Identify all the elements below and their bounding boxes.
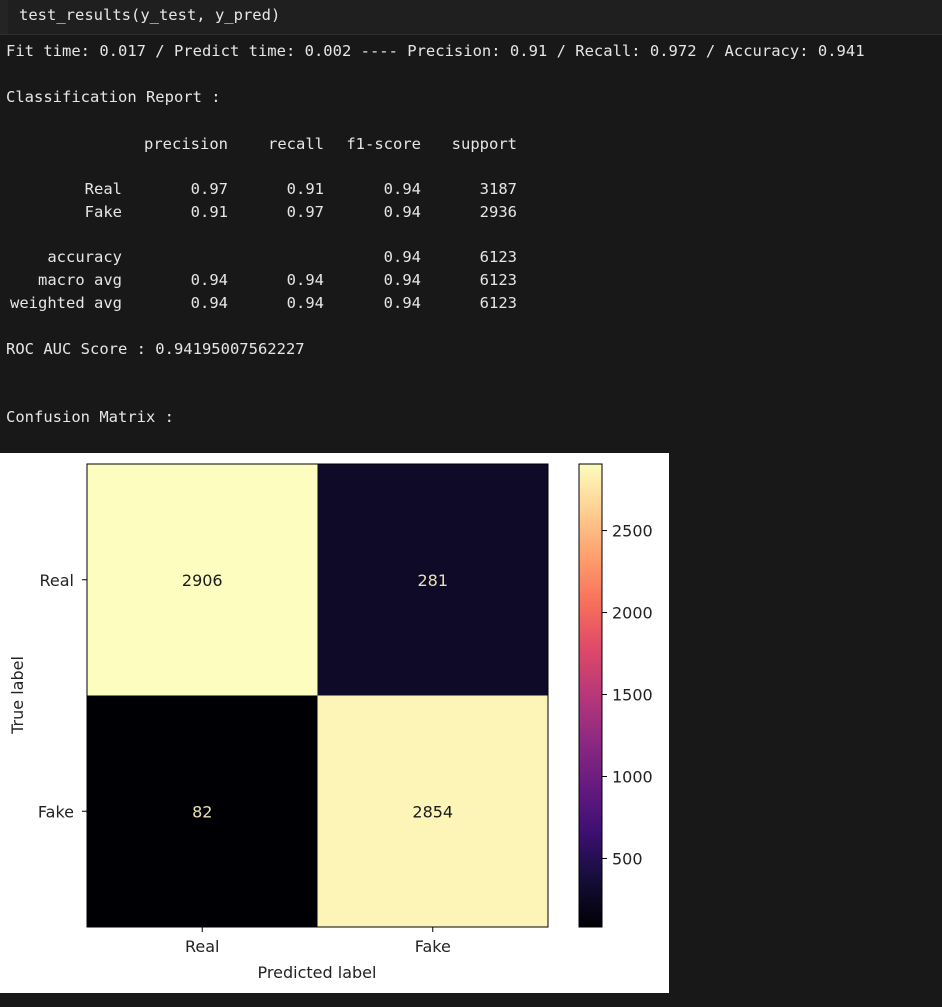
report-cell: 0.94 [286,270,324,289]
confusion-matrix-figure: 2906 281 82 2854 Real Fake Real Fake 500 1000 15… [0,453,669,993]
matrix-cell [317,695,548,927]
report-cell: 0.94 [286,293,324,312]
report-row-label: weighted avg [10,293,122,312]
report-header: recall [268,134,324,153]
x-axis-label: Predicted label [258,963,377,982]
colorbar-tick-label: 1000 [612,767,653,786]
matrix-cell [317,464,548,696]
report-header: precision [144,134,228,153]
report-cell: 0.94 [383,293,421,312]
x-tick-label: Real [185,937,220,956]
report-cell: 0.94 [190,270,228,289]
report-corner [6,132,122,155]
report-row: accuracy 0.94 6123 [6,245,517,268]
report-gap [6,223,517,245]
report-row: weighted avg 0.94 0.94 0.94 6123 [6,291,517,314]
report-header: f1-score [346,134,421,153]
x-tick-label: Fake [415,937,451,956]
cell-gutter [0,0,8,34]
y-tick-label: Fake [38,802,74,821]
matrix-cell-value: 82 [192,802,212,821]
report-cell: 0.91 [190,202,228,221]
y-tick-label: Real [40,571,75,590]
report-title: Classification Report : [6,88,221,106]
matrix-cell-value: 281 [417,571,448,590]
colorbar-tick-label: 2000 [612,604,653,623]
y-axis-label: True label [8,656,27,735]
confusion-matrix-chart: 2906 281 82 2854 Real Fake Real Fake 500 1000 15… [8,463,653,982]
confusion-matrix-title: Confusion Matrix : [6,408,174,426]
report-cell: 6123 [479,293,517,312]
report-row: macro avg 0.94 0.94 0.94 6123 [6,268,517,291]
report-cell: 0.94 [383,202,421,221]
report-cell: 0.97 [286,202,324,221]
report-row: Real 0.97 0.91 0.94 3187 [6,177,517,200]
report-row-label: Real [84,179,122,198]
matrix-cell-value: 2854 [412,802,453,821]
matrix-cell [87,695,318,927]
report-cell: 6123 [479,270,517,289]
plot-frame [86,463,549,928]
report-cell: 0.97 [190,179,228,198]
roc-auc-line: ROC AUC Score : 0.94195007562227 [6,340,305,358]
report-row-label: macro avg [38,270,122,289]
colorbar-tick-label: 500 [612,849,643,868]
timing-line: Fit time: 0.017 / Predict time: 0.002 --… [6,42,865,60]
colorbar-tick-label: 1500 [612,686,653,705]
report-cell [228,245,324,268]
report-row: Fake 0.91 0.97 0.94 2936 [6,200,517,223]
report-cell: 0.94 [383,179,421,198]
report-cell: 0.94 [383,270,421,289]
report-cell: 6123 [479,247,517,266]
colorbar [578,463,603,928]
report-cell: 3187 [479,179,517,198]
report-header: support [451,134,517,153]
code-text[interactable]: test_results(y_test, y_pred) [19,6,281,24]
report-header-row: precision recall f1-score support [6,132,517,155]
report-row-label: Fake [84,202,122,221]
colorbar-tick-label: 2500 [612,522,653,541]
report-cell [122,245,228,268]
report-cell: 0.91 [286,179,324,198]
report-cell: 2936 [479,202,517,221]
report-row-label: accuracy [47,247,122,266]
report-cell: 0.94 [383,247,421,266]
report-cell: 0.94 [190,293,228,312]
matrix-cell [87,464,318,696]
classification-report: precision recall f1-score support Real 0… [6,132,517,314]
code-cell-input[interactable]: test_results(y_test, y_pred) [0,0,942,35]
matrix-cell-value: 2906 [182,571,223,590]
report-gap [6,155,517,177]
